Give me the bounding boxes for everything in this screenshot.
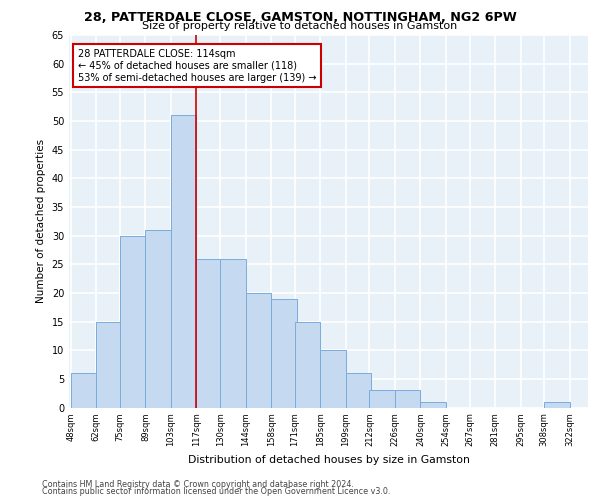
- Bar: [320, 350, 346, 408]
- Bar: [71, 373, 97, 408]
- Bar: [220, 258, 245, 408]
- Text: Contains public sector information licensed under the Open Government Licence v3: Contains public sector information licen…: [42, 487, 391, 496]
- Text: Size of property relative to detached houses in Gamston: Size of property relative to detached ho…: [142, 21, 458, 31]
- Bar: [145, 230, 171, 408]
- Bar: [544, 402, 570, 407]
- Text: 28, PATTERDALE CLOSE, GAMSTON, NOTTINGHAM, NG2 6PW: 28, PATTERDALE CLOSE, GAMSTON, NOTTINGHA…: [83, 11, 517, 24]
- Bar: [346, 373, 371, 408]
- Bar: [97, 322, 122, 408]
- Text: Contains HM Land Registry data © Crown copyright and database right 2024.: Contains HM Land Registry data © Crown c…: [42, 480, 354, 489]
- Bar: [395, 390, 421, 407]
- Bar: [271, 298, 296, 408]
- Bar: [171, 115, 196, 408]
- Bar: [421, 402, 446, 407]
- Y-axis label: Number of detached properties: Number of detached properties: [36, 139, 46, 304]
- Bar: [196, 258, 222, 408]
- X-axis label: Distribution of detached houses by size in Gamston: Distribution of detached houses by size …: [188, 454, 469, 464]
- Bar: [245, 293, 271, 408]
- Text: 28 PATTERDALE CLOSE: 114sqm
← 45% of detached houses are smaller (118)
53% of se: 28 PATTERDALE CLOSE: 114sqm ← 45% of det…: [78, 50, 317, 82]
- Bar: [295, 322, 320, 408]
- Bar: [120, 236, 145, 408]
- Bar: [370, 390, 395, 407]
